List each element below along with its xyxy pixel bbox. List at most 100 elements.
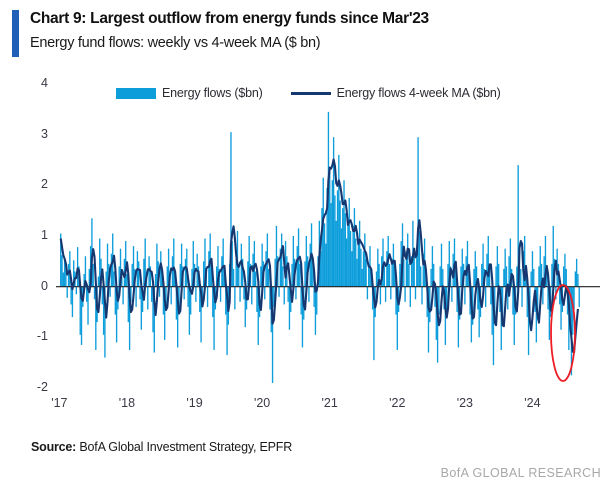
chart-bar — [184, 258, 187, 287]
chart-bar — [256, 286, 258, 312]
chart-bar — [331, 180, 333, 287]
source-text: BofA Global Investment Strategy, EPFR — [76, 440, 293, 454]
chart-bar — [487, 236, 489, 287]
chart-bar — [210, 263, 213, 287]
chart-bar — [191, 268, 193, 287]
legend-item-bars: Energy flows ($bn) — [116, 86, 263, 100]
chart-bar — [551, 263, 553, 287]
chart-bar — [312, 261, 314, 287]
chart-bar — [287, 286, 289, 302]
chart-bar — [547, 286, 549, 310]
chart-bar — [414, 286, 417, 300]
chart-bar — [213, 286, 215, 350]
chart-bar — [126, 274, 128, 287]
chart-bar — [271, 286, 274, 383]
y-tick-label: -1 — [36, 329, 48, 344]
chart-bar — [501, 286, 504, 323]
chart-bar — [352, 225, 354, 287]
x-tick-label: '18 — [118, 396, 136, 410]
chart-bar — [433, 263, 435, 287]
chart-bar — [206, 286, 209, 307]
chart-bar — [348, 198, 350, 287]
chart-bar — [175, 286, 178, 320]
x-tick-label: '24 — [524, 396, 541, 410]
legend-swatch-line-icon — [290, 91, 331, 95]
chart-bar — [86, 286, 88, 302]
chart-bar — [578, 286, 580, 307]
chart-bar — [160, 251, 162, 287]
chart-bar — [543, 256, 545, 287]
chart-bar — [109, 286, 111, 297]
legend-swatch-bar-icon — [116, 87, 156, 99]
chart-bar — [135, 286, 137, 307]
source-line: Source: BofA Global Investment Strategy,… — [31, 440, 292, 454]
chart-bar — [204, 238, 206, 287]
chart-bar — [292, 236, 295, 287]
chart-bar — [179, 263, 181, 287]
chart-bar — [509, 238, 512, 287]
chart-bar — [386, 251, 388, 287]
chart-bar — [158, 286, 161, 297]
chart-bar — [436, 286, 439, 363]
legend-label-ma-line: Energy flows 4-week MA ($bn) — [336, 86, 501, 100]
chart-bar — [105, 271, 107, 287]
chart-bar — [447, 263, 449, 287]
chart-bar — [192, 241, 194, 287]
chart-bar — [342, 208, 344, 287]
chart-bar — [379, 286, 382, 305]
chart-bar — [234, 286, 236, 310]
chart-bar — [559, 286, 561, 305]
chart-bar — [565, 268, 567, 287]
chart-bar — [446, 286, 448, 318]
chart-bar — [323, 223, 326, 287]
chart-bar — [244, 286, 246, 328]
chart-bar — [141, 286, 144, 312]
chart-bar — [125, 241, 127, 287]
chart-bar — [235, 251, 237, 287]
chart-bar — [254, 271, 257, 287]
chart-bar — [79, 286, 81, 335]
chart-bar — [334, 195, 336, 287]
ma-line-path — [59, 158, 579, 354]
chart-bar — [497, 263, 500, 287]
x-tick-label: '17 — [51, 396, 68, 410]
chart-bar — [76, 247, 79, 287]
chart-bar — [355, 238, 357, 287]
chart-bar — [166, 266, 168, 287]
chart-bar — [257, 286, 259, 345]
title-accent-bar — [12, 10, 19, 57]
chart-bar — [491, 286, 493, 335]
chart-bar — [282, 266, 284, 287]
chart-bar — [391, 258, 393, 287]
chart-bar — [481, 263, 483, 287]
chart-bar — [212, 286, 214, 318]
moving-average-series — [59, 158, 579, 354]
chart-bar — [308, 286, 310, 302]
chart-bar — [216, 266, 218, 287]
chart-bar — [339, 200, 341, 287]
chart-bar — [110, 253, 113, 287]
chart-bar — [208, 251, 210, 287]
chart-bar — [377, 248, 379, 287]
chart-bar — [492, 286, 495, 366]
chart-bar — [128, 286, 131, 350]
chart-bar — [396, 286, 398, 350]
chart-bar — [144, 238, 146, 287]
chart-bar — [388, 263, 391, 287]
chart-bar — [88, 268, 90, 287]
chart-bar — [269, 286, 271, 310]
chart-bar — [573, 286, 575, 310]
chart-bar — [343, 180, 345, 287]
chart-bar — [243, 286, 245, 300]
chart-bar — [527, 286, 530, 356]
chart-bar — [102, 286, 105, 335]
chart-bar — [421, 286, 423, 305]
chart-bar — [523, 236, 526, 287]
legend-item-ma-line: Energy flows 4-week MA ($bn) — [290, 86, 501, 100]
chart-bar — [464, 286, 466, 305]
chart-bar — [371, 286, 374, 310]
chart-bar — [304, 261, 306, 287]
chart-bar — [544, 236, 547, 287]
chart-bar — [300, 286, 302, 315]
